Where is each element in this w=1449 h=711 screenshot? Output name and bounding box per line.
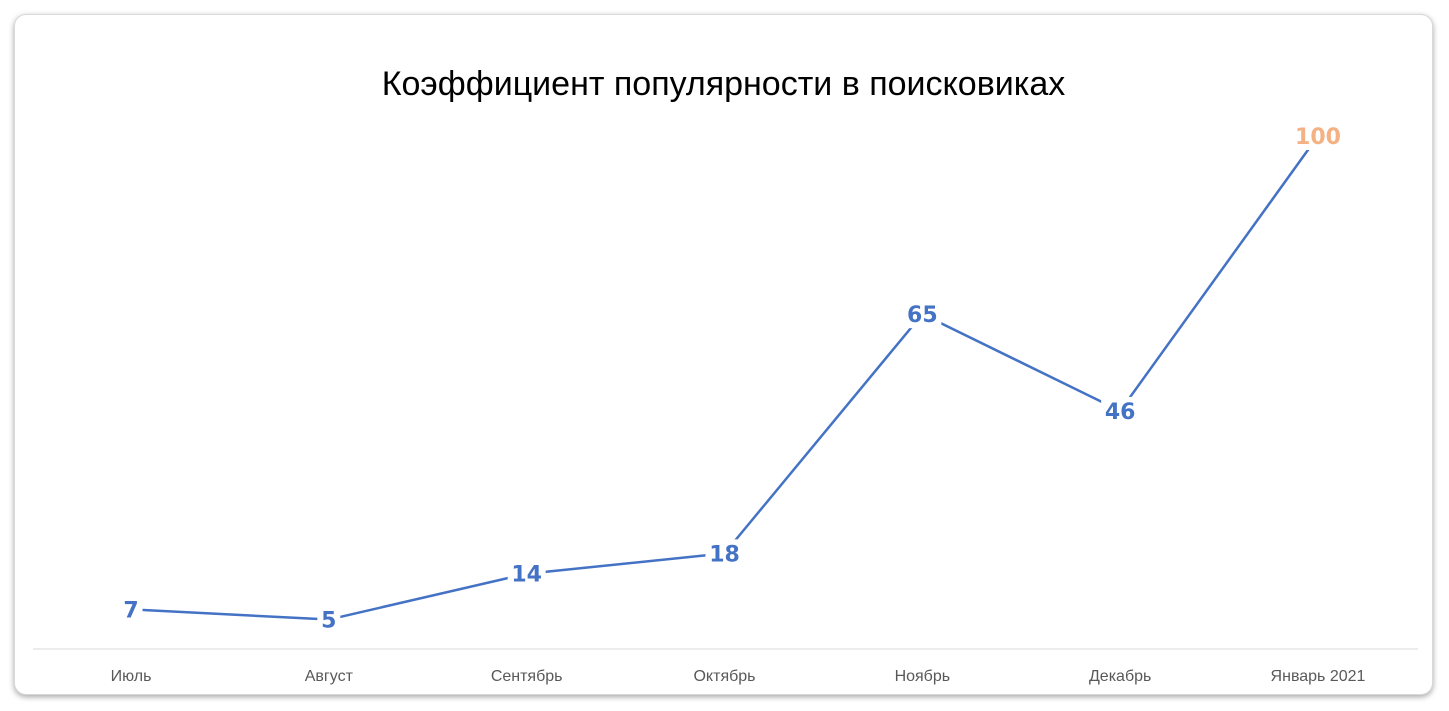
data-label: 18 bbox=[709, 542, 740, 567]
data-label-background bbox=[705, 539, 744, 568]
x-tick-label: Декабрь bbox=[1089, 668, 1151, 685]
data-label: 7 bbox=[123, 598, 138, 623]
chart-title: Коэффициент популярности в поисковиках bbox=[381, 65, 1066, 103]
data-label-background bbox=[1291, 122, 1345, 150]
data-label-background bbox=[119, 595, 143, 624]
x-tick-label: Январь 2021 bbox=[1271, 668, 1366, 685]
x-tick-label: Сентябрь bbox=[491, 668, 563, 685]
data-label-background bbox=[903, 300, 942, 329]
data-label: 5 bbox=[321, 609, 336, 634]
data-label: 46 bbox=[1105, 400, 1136, 425]
data-label-background bbox=[317, 605, 341, 634]
data-label: 14 bbox=[511, 563, 542, 588]
data-label-background bbox=[507, 559, 546, 588]
data-label-background bbox=[1101, 396, 1140, 425]
data-label: 100 bbox=[1295, 125, 1341, 150]
x-tick-label: Июль bbox=[111, 668, 152, 685]
x-tick-label: Октябрь bbox=[693, 668, 755, 685]
chart-card: Коэффициент популярности в поисковиках bbox=[14, 14, 1433, 695]
data-label: 65 bbox=[907, 303, 938, 328]
x-tick-label: Август bbox=[305, 668, 354, 685]
x-tick-label: Ноябрь bbox=[895, 668, 951, 685]
